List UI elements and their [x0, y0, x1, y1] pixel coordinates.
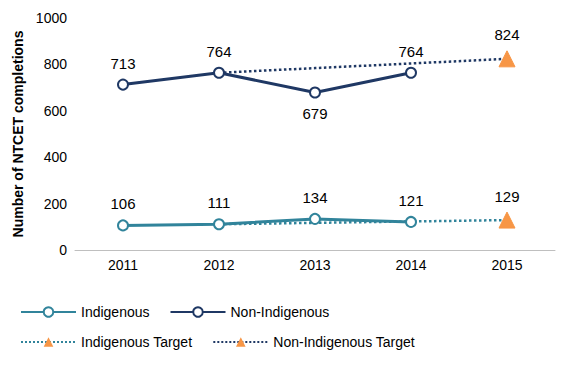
svg-text:134: 134 [302, 189, 327, 206]
svg-text:2014: 2014 [395, 257, 426, 273]
svg-text:111: 111 [208, 194, 231, 211]
svg-text:2013: 2013 [299, 257, 330, 273]
svg-text:Indigenous Target: Indigenous Target [81, 334, 192, 350]
svg-text:1000: 1000 [36, 10, 67, 26]
svg-text:121: 121 [398, 192, 423, 209]
svg-text:129: 129 [494, 188, 519, 205]
svg-text:679: 679 [302, 105, 327, 122]
svg-text:106: 106 [110, 195, 135, 212]
svg-text:2015: 2015 [491, 257, 522, 273]
svg-text:200: 200 [44, 196, 68, 212]
svg-text:0: 0 [59, 242, 67, 258]
svg-text:2011: 2011 [108, 257, 138, 273]
svg-text:Non-Indigenous: Non-Indigenous [231, 304, 330, 320]
svg-text:764: 764 [398, 43, 423, 60]
svg-text:800: 800 [44, 56, 68, 72]
svg-text:400: 400 [44, 149, 68, 165]
svg-text:764: 764 [206, 43, 231, 60]
svg-text:Non-Indigenous Target: Non-Indigenous Target [273, 334, 415, 350]
svg-text:2012: 2012 [203, 257, 234, 273]
svg-text:Number of NTCET completions: Number of NTCET completions [10, 30, 26, 237]
svg-text:713: 713 [110, 55, 135, 72]
svg-text:Indigenous: Indigenous [81, 304, 150, 320]
svg-text:824: 824 [494, 26, 519, 43]
svg-text:600: 600 [44, 103, 68, 119]
